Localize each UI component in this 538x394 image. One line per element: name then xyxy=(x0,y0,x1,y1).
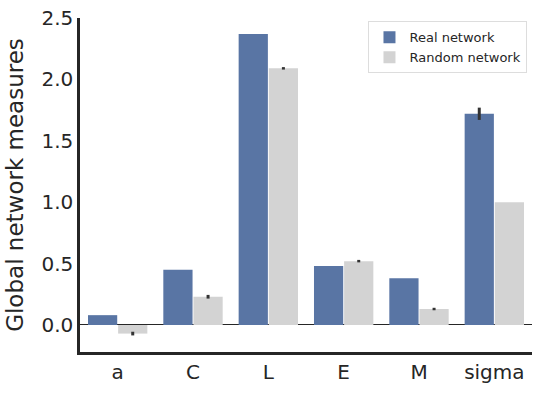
svg-text:Real network: Real network xyxy=(409,30,494,45)
svg-text:2.5: 2.5 xyxy=(41,6,73,30)
svg-text:1.5: 1.5 xyxy=(41,129,73,153)
svg-text:sigma: sigma xyxy=(464,360,524,384)
svg-text:L: L xyxy=(263,360,275,384)
svg-text:1.0: 1.0 xyxy=(41,190,73,214)
svg-text:a: a xyxy=(112,360,124,384)
svg-text:M: M xyxy=(410,360,427,384)
svg-text:0.0: 0.0 xyxy=(41,313,73,337)
svg-text:C: C xyxy=(186,360,200,384)
svg-text:Global network measures: Global network measures xyxy=(2,38,28,332)
svg-text:Random network: Random network xyxy=(409,50,520,65)
svg-text:2.0: 2.0 xyxy=(41,67,73,91)
svg-text:E: E xyxy=(337,360,350,384)
svg-text:0.5: 0.5 xyxy=(41,252,73,276)
